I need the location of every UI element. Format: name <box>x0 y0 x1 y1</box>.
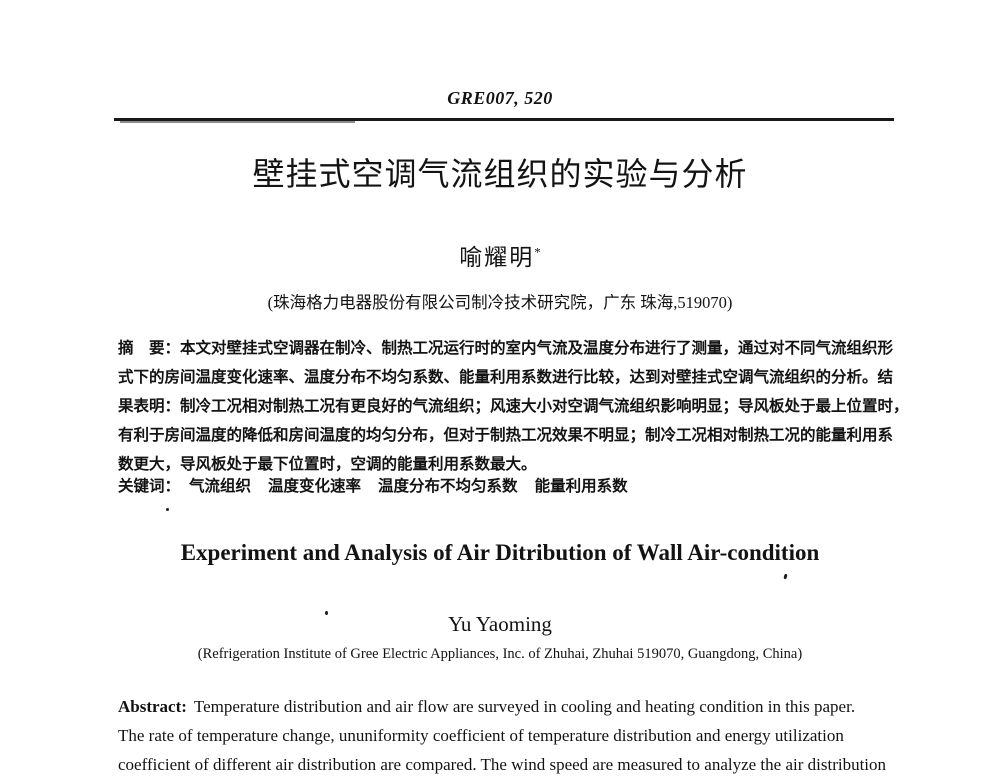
header-divider-rule <box>114 118 894 121</box>
scan-speck <box>783 573 788 580</box>
cn-author-line: 喻耀明* <box>0 238 1000 272</box>
cn-abstract: 摘 要：本文对壁挂式空调器在制冷、制热工况运行时的室内气流及温度分布进行了测量，… <box>118 334 909 479</box>
scan-speck <box>325 611 328 615</box>
cn-keywords: 关键词： 气流组织 温度变化速率 温度分布不均匀系数 能量利用系数 <box>118 474 645 496</box>
header-divider-rule-shadow <box>120 121 355 123</box>
en-abstract: Abstract: Temperature distribution and ai… <box>118 692 898 779</box>
cn-abstract-line: 摘 要：本文对壁挂式空调器在制冷、制热工况运行时的室内气流及温度分布进行了测量，… <box>118 334 896 363</box>
journal-header-code: GRE007, 520 <box>447 88 553 108</box>
keyword-item: 能量利用系数 <box>534 478 628 495</box>
cn-abstract-line: 数更大，导风板处于最下位置时，空调的能量利用系数最大。 <box>118 456 537 473</box>
scan-speck <box>166 508 169 511</box>
en-abstract-line: Abstract: Temperature distribution and ai… <box>118 692 898 721</box>
en-affiliation: (Refrigeration Institute of Gree Electri… <box>197 646 803 662</box>
en-paper-title: Experiment and Analysis of Air Ditributi… <box>180 540 820 565</box>
en-abstract-label: Abstract: <box>118 697 187 716</box>
paper-page: GRE007, 520 壁挂式空调气流组织的实验与分析 喻耀明* (珠海格力电器… <box>0 88 1000 774</box>
en-abstract-line: The rate of temperature change, ununifor… <box>118 726 844 745</box>
cn-abstract-line: 有利于房间温度的降低和房间温度的均匀分布，但对于制热工况效果不明显；制冷工况相对… <box>118 427 894 444</box>
en-author-name: Yu Yaoming <box>448 612 552 636</box>
cn-abstract-line: 式下的房间温度变化速率、温度分布不均匀系数、能量利用系数进行比较，达到对壁挂式空… <box>118 369 894 386</box>
keyword-item: 温度分布不均匀系数 <box>378 478 518 495</box>
cn-abstract-label: 摘 要： <box>118 340 181 357</box>
keyword-item: 气流组织 <box>189 478 252 495</box>
en-abstract-text: Temperature distribution and air flow ar… <box>193 697 856 716</box>
cn-author-name: 喻耀明 <box>459 245 535 270</box>
cn-abstract-text: 本文对壁挂式空调器在制冷、制热工况运行时的室内气流及温度分布进行了测量，通过对不… <box>180 340 894 357</box>
en-abstract-line: coefficient of different air distributio… <box>118 755 887 774</box>
cn-abstract-line: 果表明：制冷工况相对制热工况有更良好的气流组织；风速大小对空调气流组织影响明显；… <box>118 398 909 415</box>
cn-keywords-label: 关键词： <box>118 478 181 495</box>
keyword-item: 温度变化速率 <box>268 478 362 495</box>
author-footnote-marker: * <box>534 244 541 260</box>
cn-affiliation: (珠海格力电器股份有限公司制冷技术研究院，广东 珠海,519070) <box>267 293 733 312</box>
cn-paper-title: 壁挂式空调气流组织的实验与分析 <box>252 156 748 192</box>
